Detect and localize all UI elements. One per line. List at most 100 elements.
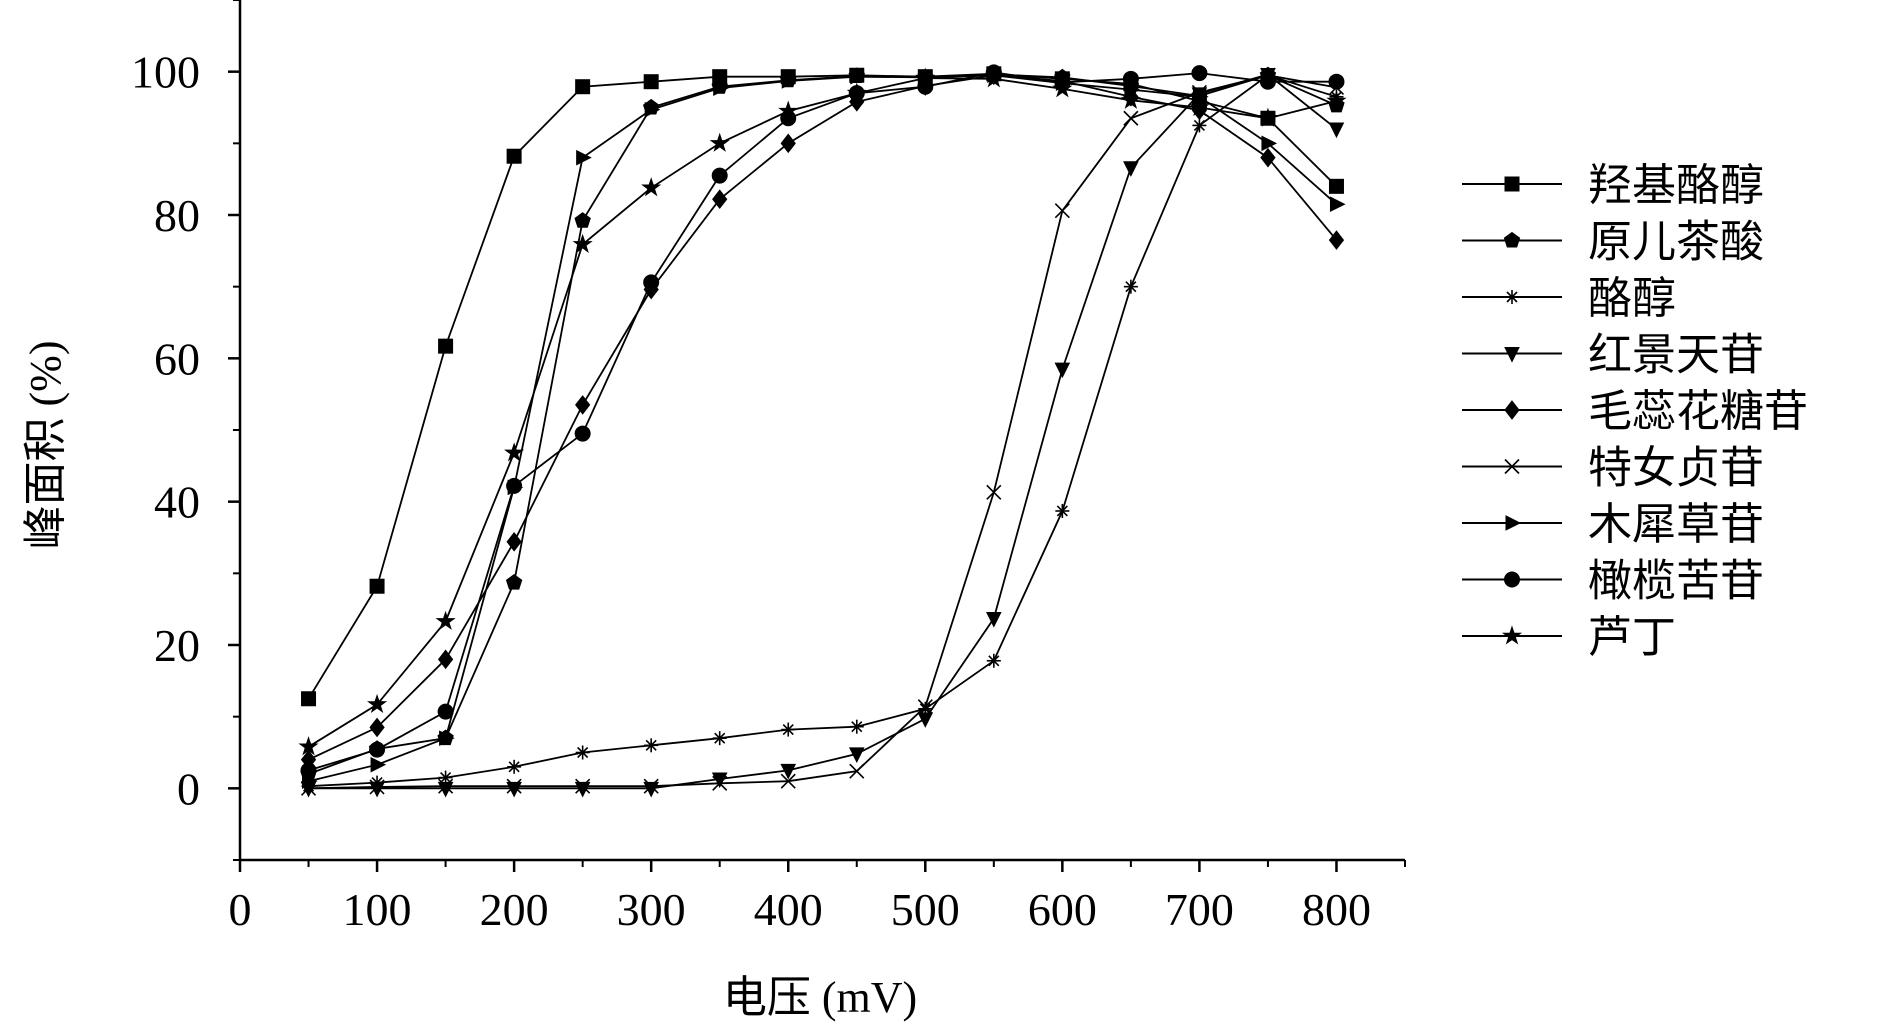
data-point: [1326, 90, 1347, 110]
y-tick-label: 0: [177, 763, 200, 814]
series-5: [300, 65, 1345, 770]
y-tick-label: 60: [154, 333, 200, 384]
data-point: [778, 100, 799, 120]
data-point: [435, 610, 456, 630]
x-tick-label: 800: [1302, 884, 1371, 935]
data-point: [644, 101, 661, 118]
legend-item-2: 原儿茶酸: [1462, 217, 1764, 268]
legend-item-7: 木犀草苷: [1462, 499, 1764, 550]
series-line: [308, 71, 1337, 772]
y-tick-label: 40: [154, 477, 200, 528]
series-line: [308, 73, 1337, 775]
legend-marker: [1504, 176, 1520, 192]
data-point: [713, 80, 729, 96]
legend-item-9: 芦丁: [1462, 612, 1676, 663]
data-point: [506, 148, 522, 164]
data-point: [366, 693, 388, 714]
data-point: [437, 703, 454, 720]
data-point: [572, 233, 593, 253]
data-point: [1328, 178, 1344, 194]
data-point: [1123, 279, 1138, 294]
data-point: [369, 779, 385, 795]
data-point: [712, 775, 728, 791]
data-point: [1260, 147, 1276, 168]
data-point: [643, 781, 659, 798]
data-point: [712, 189, 728, 210]
series-4: [300, 68, 1345, 798]
data-point: [780, 133, 796, 154]
data-point: [1055, 503, 1070, 518]
x-tick-label: 200: [480, 884, 549, 935]
series-6: [300, 67, 1345, 796]
data-point: [986, 653, 1001, 668]
legend-label: 红景天苷: [1588, 330, 1764, 381]
data-point: [1122, 70, 1139, 87]
data-point: [643, 274, 660, 291]
y-tick-label: 80: [154, 190, 200, 241]
data-point: [1257, 107, 1279, 127]
series-layer: [298, 64, 1347, 798]
data-point: [1328, 230, 1345, 250]
legend-marker: [1504, 458, 1520, 475]
legend-label: 特女贞苷: [1588, 443, 1764, 494]
legend-marker: [1504, 400, 1520, 420]
y-tick-label: 100: [131, 47, 200, 98]
legend-item-6: 特女贞苷: [1462, 443, 1764, 494]
legend-item-4: 红景天苷: [1462, 330, 1764, 381]
data-point: [369, 781, 385, 798]
data-point: [574, 425, 591, 442]
series-line: [308, 77, 1337, 748]
data-point: [643, 74, 659, 90]
data-point: [781, 73, 798, 89]
data-point: [709, 132, 730, 152]
series-line: [308, 74, 1337, 790]
data-point: [1259, 73, 1276, 90]
data-point: [369, 578, 385, 594]
data-point: [506, 781, 522, 798]
data-point: [849, 763, 865, 779]
legend-label: 羟基酪醇: [1588, 160, 1764, 211]
series-7: [302, 67, 1346, 789]
data-point: [1261, 135, 1278, 152]
data-point: [438, 338, 454, 354]
data-point: [369, 741, 386, 758]
legend-label: 橄榄苦苷: [1588, 556, 1764, 607]
data-point: [576, 149, 592, 166]
data-point: [437, 649, 454, 670]
data-point: [986, 611, 1002, 628]
data-point: [780, 763, 797, 780]
data-point: [1054, 362, 1071, 379]
data-point: [575, 778, 591, 794]
data-point: [1329, 196, 1346, 213]
data-point: [369, 717, 385, 738]
data-point: [504, 442, 525, 462]
data-point: [643, 778, 659, 794]
data-point: [712, 731, 727, 746]
data-point: [711, 167, 728, 184]
data-point: [983, 68, 1004, 88]
data-point: [1123, 110, 1139, 126]
data-point: [848, 747, 865, 764]
series-1: [301, 66, 1344, 707]
legend-label: 芦丁: [1588, 612, 1676, 663]
legend-marker: [1504, 571, 1520, 588]
data-point: [1189, 96, 1210, 117]
data-point: [505, 574, 523, 590]
data-point: [1328, 122, 1345, 139]
data-point: [507, 759, 522, 774]
legend-item-5: 毛蕊花糖苷: [1462, 386, 1808, 437]
x-tick-label: 100: [343, 884, 412, 935]
data-point: [1054, 203, 1070, 219]
data-point: [575, 79, 591, 95]
data-point: [438, 778, 454, 794]
data-point: [641, 177, 662, 197]
data-point: [780, 773, 796, 789]
x-tick-label: 500: [891, 884, 960, 935]
series-8: [300, 64, 1345, 779]
data-point: [1120, 89, 1141, 109]
data-point: [917, 699, 933, 715]
data-point: [846, 82, 867, 102]
legend-marker: [1504, 347, 1520, 363]
